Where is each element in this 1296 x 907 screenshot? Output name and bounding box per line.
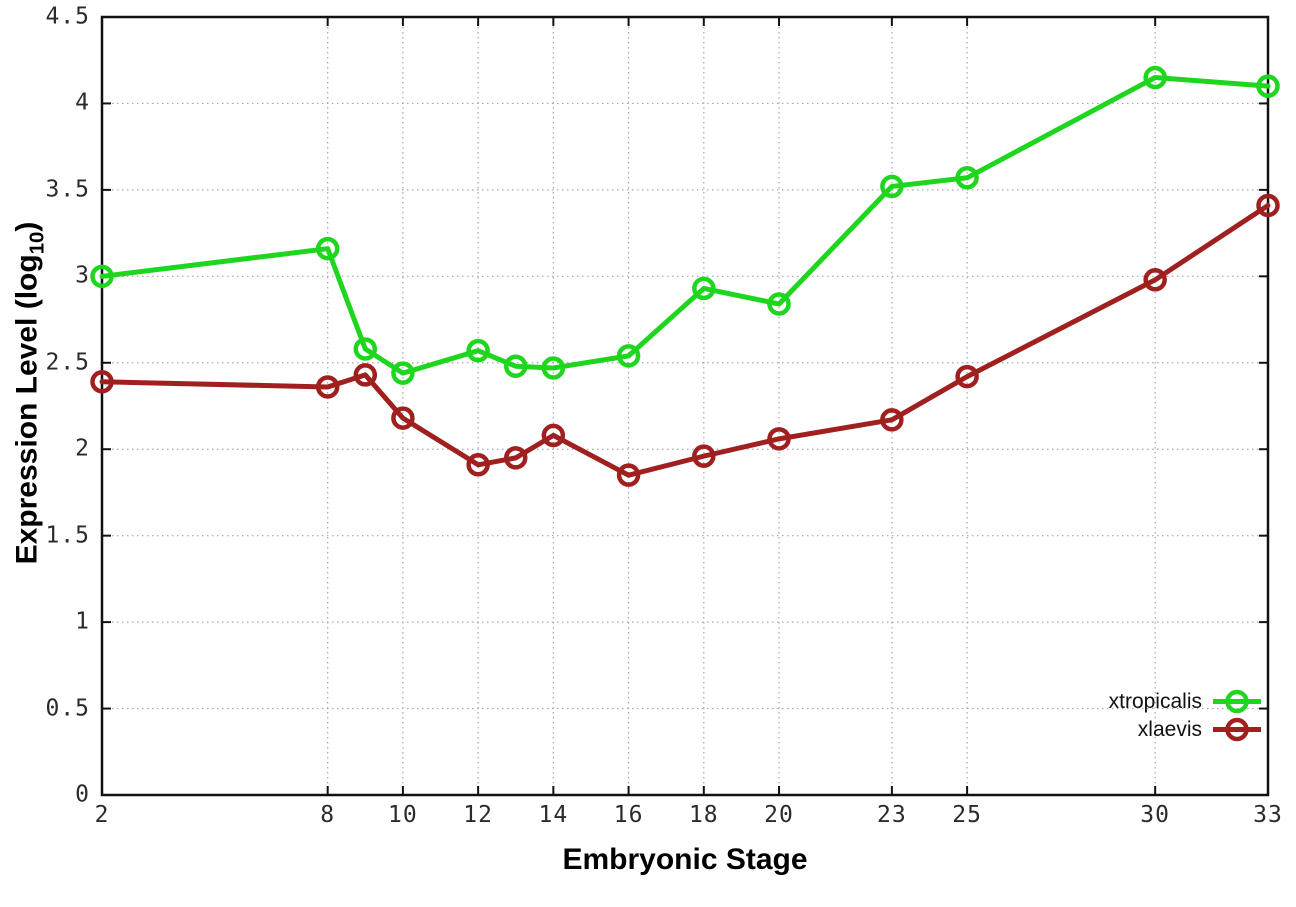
plot-border	[100, 15, 1270, 797]
data-point-marker	[692, 276, 716, 301]
x-tick-label: 23	[877, 802, 907, 828]
data-point-marker	[353, 337, 378, 361]
y-axis-title-close: )	[10, 221, 44, 232]
x-tick-label: 33	[1253, 802, 1283, 828]
x-tick-label: 16	[613, 802, 644, 828]
y-tick-label: 2	[75, 435, 90, 462]
series-line-xlaevis	[99, 202, 1271, 478]
x-tick-label: 20	[764, 802, 794, 828]
x-tick-label: 8	[320, 802, 336, 828]
data-point-marker	[391, 406, 415, 430]
data-point-marker	[616, 463, 641, 487]
data-point-marker	[90, 370, 114, 394]
data-point-marker	[880, 408, 904, 432]
tick-marks	[101, 16, 1269, 796]
legend-item-xtropicalis: xtropicalis	[1109, 688, 1262, 715]
data-point-marker	[880, 174, 904, 199]
data-point-marker	[503, 354, 528, 378]
data-point-marker	[353, 363, 378, 387]
data-point-marker	[767, 427, 791, 451]
series-markers-xlaevis	[90, 193, 1280, 487]
series-markers-xtropicalis	[90, 65, 1280, 385]
legend-item-xlaevis: xlaevis	[1138, 716, 1262, 743]
data-point-marker	[466, 338, 490, 363]
y-tick-label: 1.5	[45, 522, 90, 549]
legend-label-xtropicalis: xtropicalis	[1108, 689, 1202, 713]
data-point-marker	[90, 264, 114, 289]
y-axis-title-subscript: 10	[26, 231, 49, 255]
data-point-marker	[1256, 74, 1280, 98]
gridlines	[102, 17, 1268, 795]
x-axis-title: Embryonic Stage	[562, 843, 808, 876]
legend-sample-xlaevis-icon	[1213, 717, 1261, 742]
data-point-marker	[692, 444, 716, 468]
y-tick-label: 4.5	[45, 3, 90, 30]
data-point-marker	[1143, 268, 1167, 292]
data-point-marker	[955, 166, 979, 190]
x-tick-label: 30	[1140, 802, 1171, 828]
data-point-marker	[1256, 193, 1280, 218]
x-tick-label: 18	[688, 802, 719, 828]
data-point-marker	[541, 356, 566, 380]
data-point-marker	[391, 361, 415, 385]
y-tick-label: 2.5	[45, 349, 90, 376]
legend: xtropicalis xlaevis	[1109, 688, 1262, 743]
data-point-marker	[466, 453, 490, 477]
y-tick-label: 3	[75, 262, 90, 289]
y-tick-label: 1	[75, 608, 90, 635]
data-point-marker	[541, 423, 566, 448]
data-point-marker	[955, 364, 979, 389]
legend-sample-xtropicalis-icon	[1213, 689, 1261, 714]
x-tick-label: 14	[538, 802, 569, 828]
data-point-marker	[1143, 65, 1167, 90]
series-line-xtropicalis	[99, 75, 1271, 376]
y-axis-title-text: Expression Level (log	[10, 254, 44, 565]
y-tick-label: 0.5	[45, 695, 90, 722]
y-tick-label: 3.5	[45, 176, 90, 203]
x-tick-label: 2	[94, 802, 110, 828]
data-point-marker	[767, 292, 791, 316]
y-tick-label: 0	[75, 781, 90, 808]
data-point-marker	[616, 344, 641, 368]
legend-label-xlaevis: xlaevis	[1137, 717, 1202, 741]
data-point-marker	[503, 446, 528, 470]
y-tick-label: 4	[75, 89, 90, 116]
x-tick-label: 10	[388, 802, 418, 828]
data-point-marker	[315, 236, 340, 261]
data-point-marker	[315, 375, 340, 399]
x-tick-label: 12	[463, 802, 493, 828]
x-tick-label: 25	[952, 802, 982, 828]
